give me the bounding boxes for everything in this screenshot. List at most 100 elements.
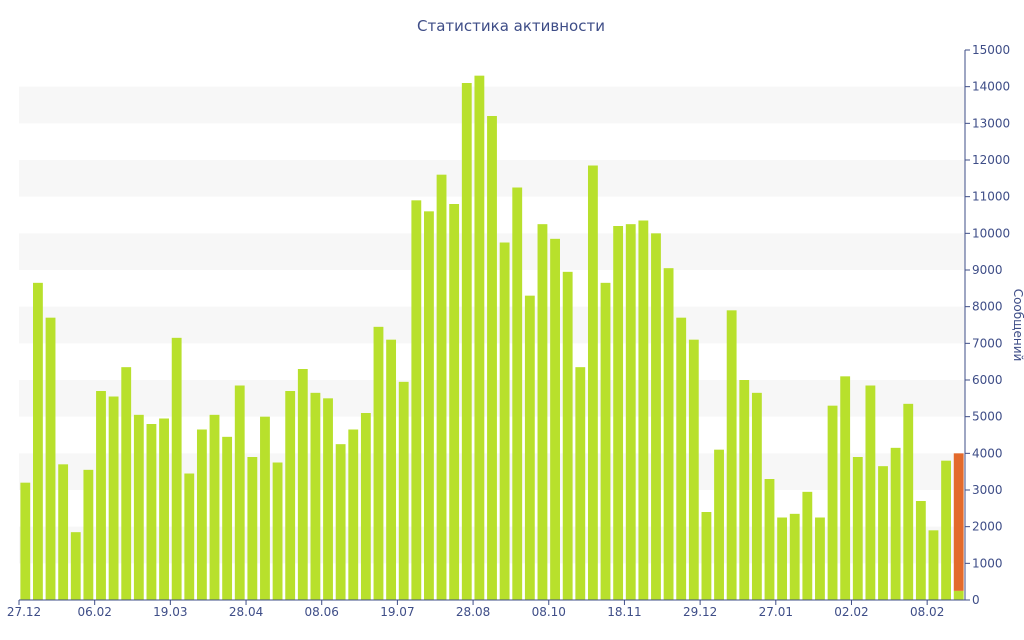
bar <box>613 226 624 600</box>
bar <box>360 413 371 600</box>
bar <box>108 396 119 600</box>
y-tick-label: 7000 <box>972 336 1003 350</box>
bar <box>436 174 447 600</box>
bar <box>348 429 359 600</box>
x-tick-label: 19.07 <box>380 605 414 619</box>
y-tick-label: 0 <box>972 593 980 607</box>
bar <box>159 418 169 600</box>
bar <box>587 165 598 600</box>
bar <box>133 414 144 600</box>
y-tick-label: 4000 <box>972 446 1003 460</box>
bar <box>840 376 851 600</box>
bar <box>247 457 258 600</box>
bar <box>373 326 384 600</box>
bar <box>96 391 106 600</box>
y-tick-label: 15000 <box>972 43 1010 57</box>
bar <box>575 367 586 600</box>
bar <box>474 75 485 600</box>
bar-current-segment <box>953 453 964 591</box>
bar <box>878 466 888 600</box>
bar <box>234 385 245 600</box>
bar <box>524 295 535 600</box>
bar <box>323 398 333 600</box>
bar <box>70 532 81 600</box>
bar <box>852 457 863 600</box>
y-axis-ticks: 0 1000 2000 3000 4000 5000 6000 7000 8000 9000 100… <box>965 43 1010 607</box>
bar <box>802 491 813 600</box>
bar <box>815 517 825 600</box>
x-axis-ticks: 27.12 06.02 19.03 28.04 08.06 19.07 28.08 08.10… <box>7 600 944 619</box>
bar <box>121 367 132 600</box>
bar <box>562 271 573 600</box>
bar <box>487 116 497 600</box>
y-tick-label: 3000 <box>972 483 1003 497</box>
bars-group <box>20 75 964 601</box>
bar <box>701 512 712 600</box>
bar <box>461 83 472 600</box>
bar <box>739 380 750 600</box>
bar <box>726 310 737 600</box>
y-tick-label: 14000 <box>972 80 1010 94</box>
x-tick-label: 19.03 <box>153 605 187 619</box>
bar <box>209 414 220 600</box>
bar <box>777 517 788 600</box>
bar <box>58 464 69 600</box>
bar <box>222 436 233 600</box>
bar <box>688 339 699 600</box>
bar <box>310 392 321 600</box>
bar <box>146 424 157 600</box>
bar <box>550 238 560 601</box>
bar <box>941 460 951 600</box>
bar <box>537 224 548 600</box>
x-tick-label: 08.02 <box>910 605 944 619</box>
y-tick-label: 6000 <box>972 373 1003 387</box>
bar <box>928 530 939 600</box>
bar <box>915 501 926 600</box>
bar <box>184 473 195 600</box>
bar <box>285 391 296 600</box>
bar <box>45 317 56 600</box>
bar <box>83 469 94 600</box>
y-tick-label: 10000 <box>972 226 1010 240</box>
bar <box>411 200 422 601</box>
y-tick-label: 5000 <box>972 410 1003 424</box>
bar <box>171 337 182 600</box>
bar <box>663 268 674 600</box>
bar <box>297 369 308 600</box>
x-tick-label: 28.08 <box>456 605 490 619</box>
x-tick-label: 08.06 <box>305 605 339 619</box>
y-tick-label: 13000 <box>972 116 1010 130</box>
bar <box>865 385 876 600</box>
x-tick-label: 29.12 <box>683 605 717 619</box>
x-tick-label: 18.11 <box>607 605 641 619</box>
bar <box>903 403 914 600</box>
y-tick-label: 11000 <box>972 190 1010 204</box>
bar <box>600 282 611 600</box>
bar <box>33 282 43 600</box>
x-tick-label: 27.12 <box>7 605 41 619</box>
bar <box>260 416 270 600</box>
bar <box>20 482 31 600</box>
x-tick-label: 28.04 <box>229 605 263 619</box>
bar <box>638 220 649 600</box>
x-tick-label: 02.02 <box>834 605 868 619</box>
bar <box>196 429 207 600</box>
y-axis-title: Сообщений <box>1011 289 1024 362</box>
bar <box>272 462 283 600</box>
bar <box>751 392 762 600</box>
y-tick-label: 8000 <box>972 300 1003 314</box>
bar <box>512 187 523 600</box>
x-tick-label: 27.01 <box>759 605 793 619</box>
bar <box>499 242 510 600</box>
bar <box>714 449 724 600</box>
bar <box>764 479 775 600</box>
bar <box>449 204 460 600</box>
y-tick-label: 9000 <box>972 263 1003 277</box>
bar <box>625 224 636 600</box>
bar <box>890 447 901 600</box>
x-tick-label: 06.02 <box>78 605 112 619</box>
y-tick-label: 1000 <box>972 556 1003 570</box>
y-tick-label: 2000 <box>972 520 1003 534</box>
y-tick-label: 12000 <box>972 153 1010 167</box>
bar <box>789 513 800 600</box>
